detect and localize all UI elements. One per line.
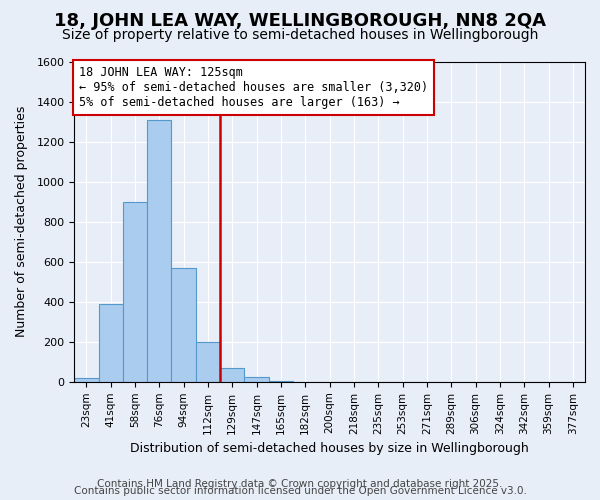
Bar xyxy=(244,377,269,382)
Text: 18 JOHN LEA WAY: 125sqm
← 95% of semi-detached houses are smaller (3,320)
5% of : 18 JOHN LEA WAY: 125sqm ← 95% of semi-de… xyxy=(79,66,428,110)
Bar xyxy=(196,342,220,382)
Text: 18, JOHN LEA WAY, WELLINGBOROUGH, NN8 2QA: 18, JOHN LEA WAY, WELLINGBOROUGH, NN8 2Q… xyxy=(54,12,546,30)
Bar xyxy=(74,378,98,382)
Text: Size of property relative to semi-detached houses in Wellingborough: Size of property relative to semi-detach… xyxy=(62,28,538,42)
Bar xyxy=(147,120,172,382)
Bar xyxy=(123,202,147,382)
Y-axis label: Number of semi-detached properties: Number of semi-detached properties xyxy=(15,106,28,338)
X-axis label: Distribution of semi-detached houses by size in Wellingborough: Distribution of semi-detached houses by … xyxy=(130,442,529,455)
Text: Contains HM Land Registry data © Crown copyright and database right 2025.: Contains HM Land Registry data © Crown c… xyxy=(97,479,503,489)
Bar xyxy=(98,304,123,382)
Bar xyxy=(220,368,244,382)
Bar xyxy=(269,381,293,382)
Text: Contains public sector information licensed under the Open Government Licence v3: Contains public sector information licen… xyxy=(74,486,526,496)
Bar xyxy=(172,268,196,382)
